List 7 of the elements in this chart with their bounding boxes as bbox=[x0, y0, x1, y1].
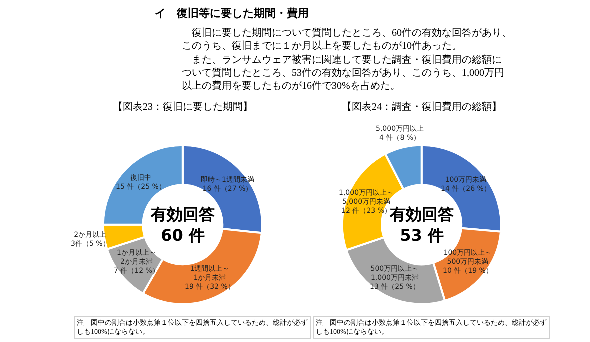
text: 復旧に要した期間について質問したところ、60件の有効な回答があり、このうち、復旧までに１か月以上を要したものが10件あった。 bbox=[182, 27, 512, 52]
text: また、ランサムウェア被害に関連して要した調査・復旧費用の総額について質問したところ、53件の有効な回答があり、このうち、1,000万円以上の費用を要したものが16件で30%を占めた。 bbox=[182, 54, 504, 92]
chart-title: 【図表24：調査・復旧費用の総額】 bbox=[342, 101, 502, 113]
text: イ 復旧等に要した期間・費用 bbox=[155, 7, 309, 20]
text: 有効回答 53 件 bbox=[389, 205, 454, 245]
text: 有効回答 60 件 bbox=[150, 205, 215, 245]
chart-title: 【図表23：復旧に要した期間】 bbox=[113, 101, 253, 113]
